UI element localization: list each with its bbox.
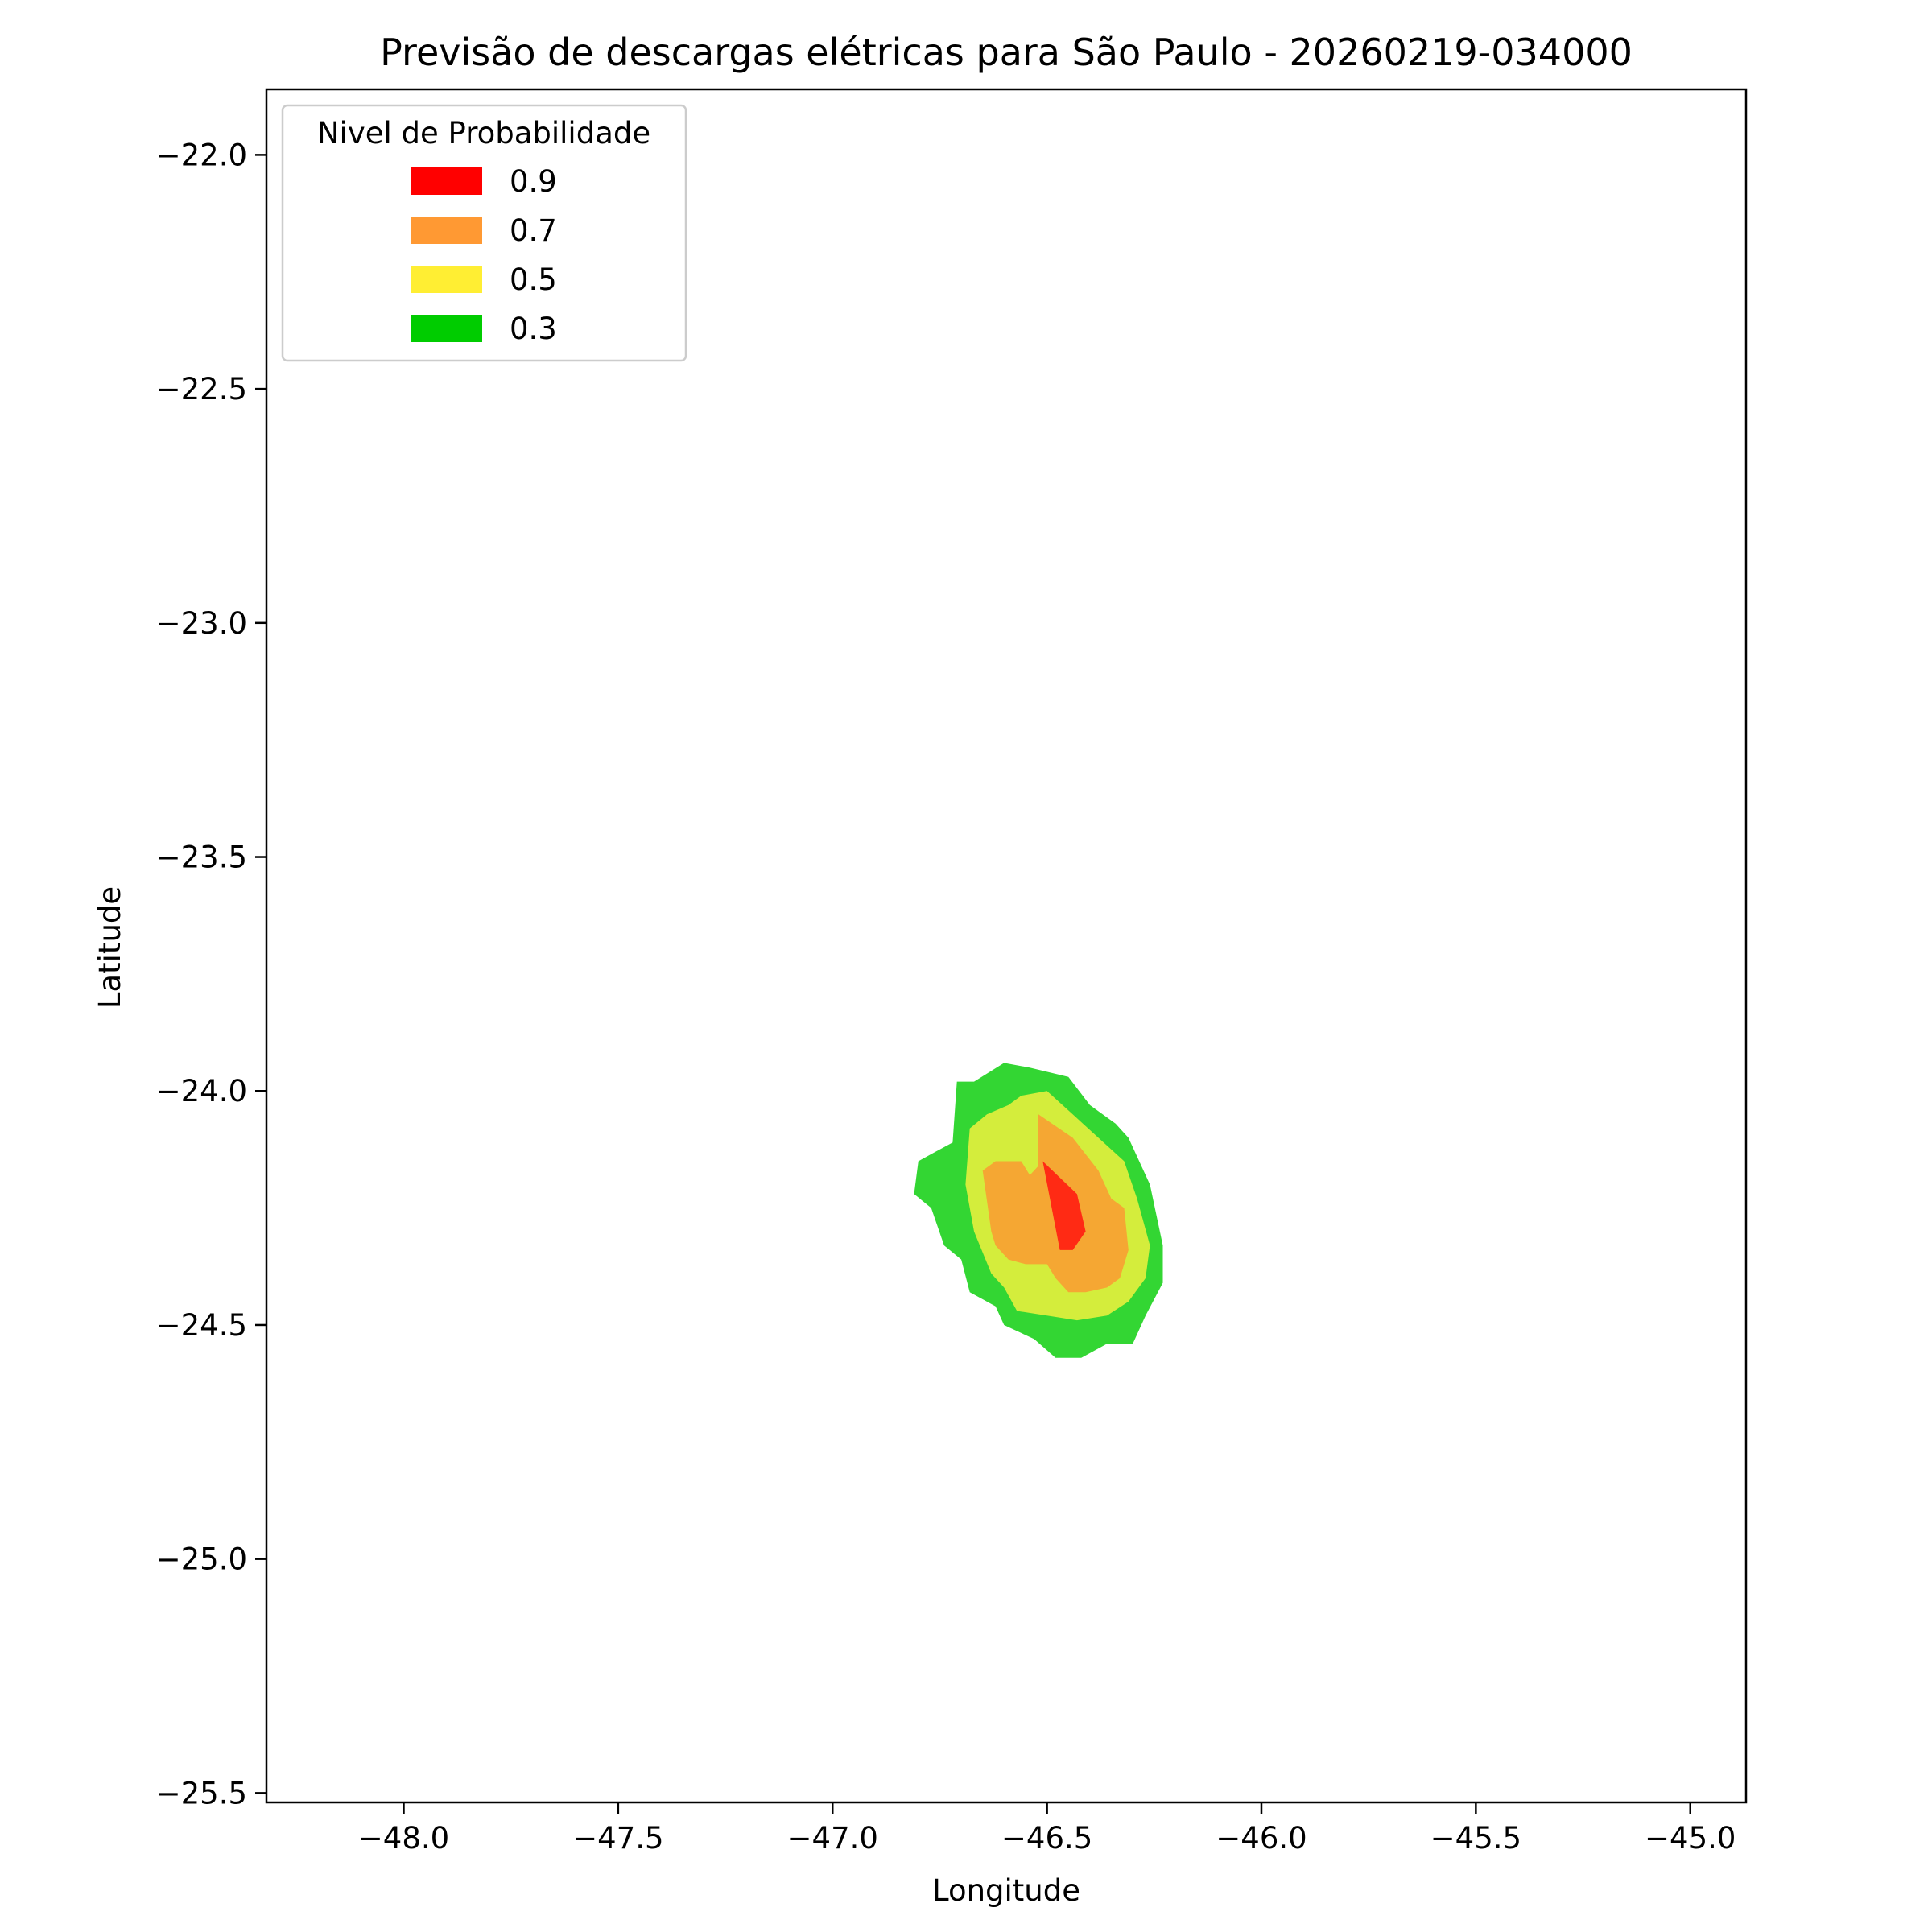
x-axis: −48.0 −47.5 −47.0 −46.5 −46.0 −45.5 −45.0 (358, 1802, 1736, 1856)
y-tick-label: −24.5 (156, 1308, 247, 1343)
legend-swatch-0-7 (411, 217, 482, 244)
plot-frame (265, 88, 1748, 1804)
legend-box (281, 104, 687, 362)
legend: Nivel de Probabilidade 0.9 0.7 0.5 0.3 (281, 104, 687, 362)
y-tick-label: −23.0 (156, 606, 247, 641)
y-tick-label: −25.5 (156, 1776, 247, 1810)
contour-layer (914, 1063, 1163, 1358)
legend-label: 0.7 (510, 213, 557, 248)
x-tick-label: −48.0 (358, 1821, 449, 1856)
legend-swatch-0-5 (411, 266, 482, 293)
legend-label: 0.5 (510, 262, 557, 297)
y-tick-label: −23.5 (156, 840, 247, 875)
y-tick-label: −25.0 (156, 1542, 247, 1577)
legend-swatch-0-3 (411, 315, 482, 342)
x-axis-label: Longitude (932, 1873, 1080, 1908)
legend-label: 0.3 (510, 312, 557, 346)
y-tick-label: −22.5 (156, 372, 247, 407)
contour-level-0-9 (1042, 1161, 1086, 1250)
chart-title: Previsão de descargas elétricas para São… (380, 31, 1633, 74)
x-tick-label: −45.0 (1645, 1821, 1736, 1856)
x-tick-label: −45.5 (1430, 1821, 1521, 1856)
x-tick-label: −47.0 (787, 1821, 878, 1856)
x-tick-label: −47.5 (572, 1821, 663, 1856)
x-tick-label: −46.5 (1001, 1821, 1092, 1856)
y-tick-label: −22.0 (156, 138, 247, 172)
y-axis-label: Latitude (93, 886, 127, 1009)
y-tick-label: −24.0 (156, 1074, 247, 1108)
legend-entries: 0.9 0.7 0.5 0.3 (411, 164, 557, 346)
legend-title: Nivel de Probabilidade (317, 116, 650, 151)
x-tick-label: −46.0 (1216, 1821, 1307, 1856)
legend-label: 0.9 (510, 164, 557, 199)
y-axis: −22.0 −22.5 −23.0 −23.5 −24.0 −24.5 −25.0 −25.5 (156, 138, 266, 1810)
legend-swatch-0-9 (411, 167, 482, 195)
